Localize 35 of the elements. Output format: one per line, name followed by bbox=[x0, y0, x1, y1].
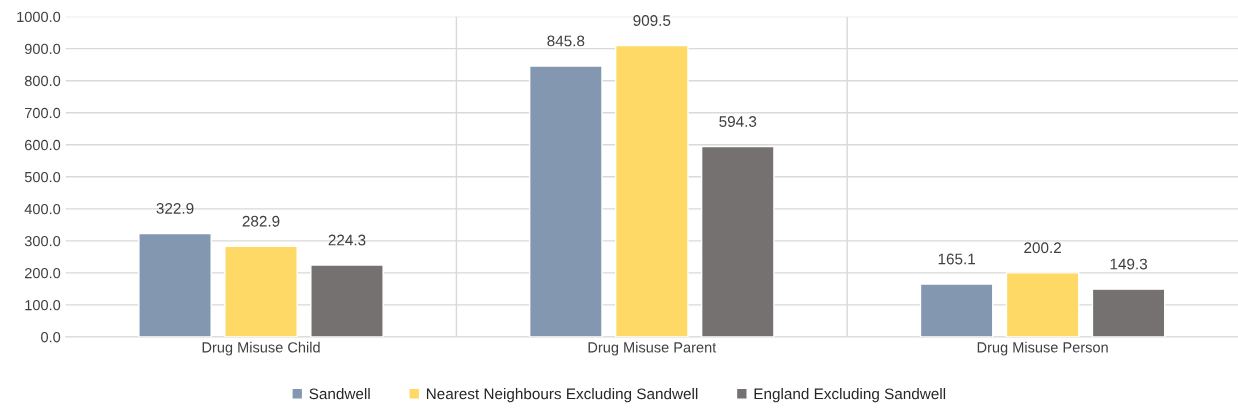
x-tick-label: Drug Misuse Person bbox=[977, 341, 1108, 356]
data-label: 845.8 bbox=[547, 35, 585, 47]
x-tick-label: Drug Misuse Parent bbox=[588, 341, 717, 356]
bar bbox=[224, 245, 298, 337]
y-tick-label: 700.0 bbox=[25, 107, 61, 119]
bar bbox=[1091, 288, 1166, 337]
legend-label: Nearest Neighbours Excluding Sandwell bbox=[426, 388, 698, 403]
y-tick-label: 100.0 bbox=[25, 300, 61, 311]
data-label: 909.5 bbox=[633, 15, 671, 26]
y-tick-label: 800.0 bbox=[24, 75, 61, 87]
bar bbox=[310, 264, 384, 337]
y-tick-label: 600.0 bbox=[25, 139, 61, 151]
bar bbox=[700, 145, 775, 337]
data-label: 322.9 bbox=[156, 203, 194, 214]
y-tick-label: 0.0 bbox=[41, 332, 61, 343]
bar bbox=[1005, 272, 1080, 337]
bar bbox=[614, 44, 689, 337]
y-tick-label: 900.0 bbox=[24, 43, 61, 55]
legend-label: Sandwell bbox=[309, 388, 370, 400]
data-label: 282.9 bbox=[242, 215, 280, 227]
data-label: 200.2 bbox=[1024, 242, 1061, 254]
legend-label: England Excluding Sandwell bbox=[754, 388, 946, 403]
y-tick-label: 300.0 bbox=[24, 235, 61, 247]
bar bbox=[528, 65, 603, 337]
data-label: 224.3 bbox=[328, 234, 366, 246]
y-tick-label: 1000.0 bbox=[17, 11, 61, 23]
x-tick-label: Drug Misuse Child bbox=[202, 341, 320, 356]
data-label: 594.3 bbox=[719, 116, 757, 127]
data-label: 149.3 bbox=[1110, 258, 1148, 270]
data-label: 165.1 bbox=[938, 253, 975, 265]
y-tick-label: 400.0 bbox=[24, 203, 61, 215]
y-tick-label: 500.0 bbox=[24, 171, 61, 183]
y-tick-label: 200.0 bbox=[25, 268, 61, 279]
bar bbox=[138, 232, 212, 337]
bar bbox=[919, 283, 994, 337]
